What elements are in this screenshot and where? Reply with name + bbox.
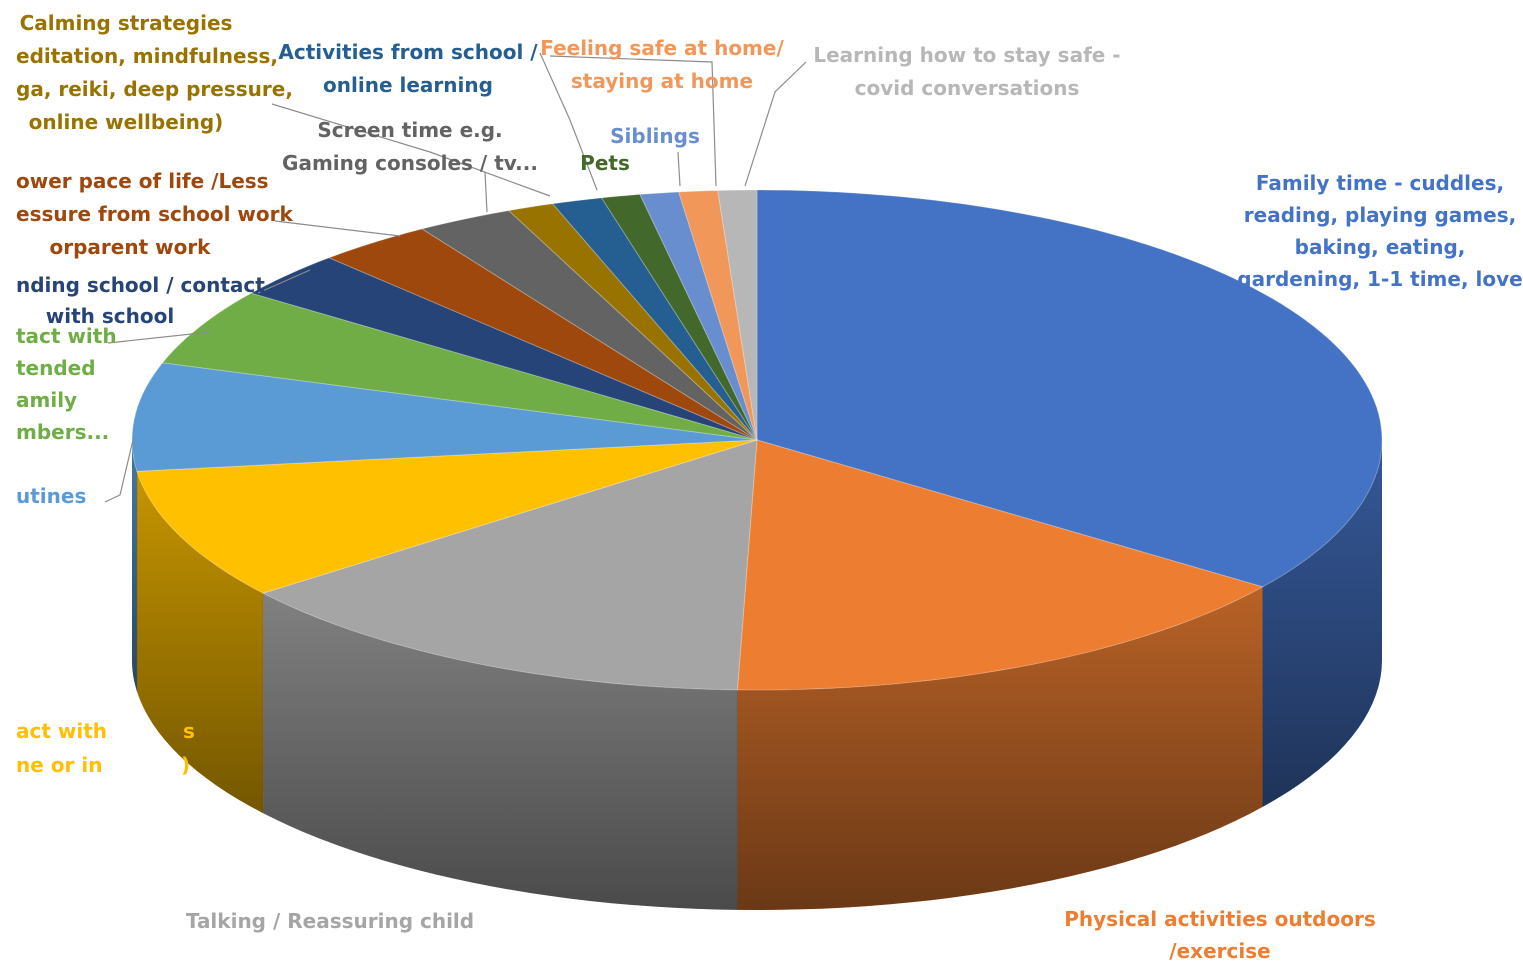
slice-label-7-line-0: ower pace of life /Less <box>16 169 269 193</box>
slice-label-1-line-0: Physical activities outdoors <box>1064 907 1375 931</box>
slice-label-5: tact with tended amily mbers... <box>16 324 117 444</box>
slice-label-5-line-2: amily <box>16 388 77 412</box>
slice-label-9: Calming strategies editation, mindfulness… <box>16 11 293 134</box>
slice-label-6: nding school / contact with school <box>16 273 265 328</box>
slice-label-fragment-0: s <box>183 719 195 743</box>
pie-sides <box>132 440 1382 910</box>
slice-label-8-line-0: Screen time e.g. <box>317 118 502 142</box>
slice-label-10: Activities from school / online learning <box>278 40 538 97</box>
pie-slices <box>131 189 1383 691</box>
slice-label-13-line-0: Feeling safe at home/ <box>540 36 784 60</box>
slice-label-12: Siblings <box>610 124 700 148</box>
slice-label-9-line-3: online wellbeing) <box>29 110 224 134</box>
leader-line-8 <box>549 55 717 187</box>
slice-label-4: utines <box>16 484 86 508</box>
slice-label-8: Screen time e.g. Gaming consoles / tv... <box>282 118 538 175</box>
slice-label-9-line-0: Calming strategies <box>20 11 233 35</box>
slice-label-6-line-0: nding school / contact <box>16 273 265 297</box>
slice-label-0-line-2: baking, eating, <box>1295 235 1466 259</box>
leader-line-4 <box>271 103 551 197</box>
leader-line-1 <box>107 331 211 344</box>
slice-label-1: Physical activities outdoors/exercise <box>1064 907 1375 962</box>
slice-label-11-line-0: Pets <box>580 151 630 175</box>
leader-line-2 <box>257 269 311 294</box>
slice-label-7-line-2: orparent work <box>50 235 212 259</box>
leader-line-3 <box>274 220 401 237</box>
slice-label-14-line-0: Learning how to stay safe - <box>813 43 1120 67</box>
pie-side-shade-4 <box>132 440 137 692</box>
slice-label-5-line-1: tended <box>16 356 96 380</box>
slice-label-7: ower pace of life /Less essure from schoo… <box>16 169 293 259</box>
pie-slice-6 <box>250 257 758 441</box>
pie-slice-4 <box>131 362 758 472</box>
slice-label-9-line-2: ga, reiki, deep pressure, <box>16 77 293 101</box>
slice-label-5-line-0: tact with <box>16 324 117 348</box>
slice-label-6-line-1: with school <box>46 304 174 328</box>
slice-label-12-line-0: Siblings <box>610 124 700 148</box>
slice-label-fragment-1: ) <box>181 753 190 777</box>
pie-slice-7 <box>327 228 758 441</box>
pie-slice-14 <box>717 189 758 441</box>
pie-side-shade-3 <box>136 471 264 814</box>
pie-side-shade-0 <box>1262 440 1382 807</box>
slice-label-13-line-1: staying at home <box>571 69 753 93</box>
slice-label-2-line-0: Talking / Reassuring child <box>186 909 474 933</box>
slice-label-0-line-3: gardening, 1-1 time, love <box>1237 267 1522 291</box>
leader-lines <box>104 52 807 503</box>
slice-label-2: Talking / Reassuring child <box>186 909 474 933</box>
slice-label-1-line-1: /exercise <box>1169 939 1270 962</box>
pie-side-shade-2 <box>263 593 738 910</box>
slice-label-0-line-1: reading, playing games, <box>1244 203 1516 227</box>
slice-label-10-line-0: Activities from school / <box>278 40 538 64</box>
pie-slice-1 <box>736 439 1264 691</box>
slice-label-14: Learning how to stay safe - covid convers… <box>813 43 1120 100</box>
slice-label-9-line-1: editation, mindfulness, <box>16 44 278 68</box>
pie-side-shade-1 <box>737 586 1263 910</box>
pie-slice-3 <box>136 439 758 594</box>
slice-label-0-line-0: Family time - cuddles, <box>1256 171 1504 195</box>
pie-slice-2 <box>261 439 758 691</box>
slice-label-4-line-0: utines <box>16 484 86 508</box>
slice-label-3: act with ne or in <box>16 719 107 777</box>
slice-label-14-line-1: covid conversations <box>855 76 1080 100</box>
slice-label-5-line-3: mbers... <box>16 420 109 444</box>
leader-line-7 <box>677 151 681 187</box>
left-crop <box>0 0 16 962</box>
leader-line-5 <box>484 171 488 213</box>
leader-line-6 <box>539 52 598 191</box>
slice-label-3-line-1: ne or in <box>16 753 102 777</box>
leader-line-0 <box>104 439 134 503</box>
slice-label-0: Family time - cuddles, reading, playing g… <box>1237 171 1522 291</box>
slice-label-7-line-1: essure from school work <box>16 202 293 226</box>
leader-line-9 <box>744 61 807 187</box>
slice-label-8-line-1: Gaming consoles / tv... <box>282 151 538 175</box>
pie-slice-0 <box>756 189 1383 588</box>
pie-slice-8 <box>420 210 758 441</box>
slice-labels: Family time - cuddles, reading, playing g… <box>16 11 1523 962</box>
slice-label-13: Feeling safe at home/staying at home <box>540 36 784 93</box>
slice-label-3-line-0: act with <box>16 719 107 743</box>
slice-label-10-line-1: online learning <box>323 73 493 97</box>
slice-label-11: Pets <box>580 151 630 175</box>
pie-slice-5 <box>161 292 758 441</box>
